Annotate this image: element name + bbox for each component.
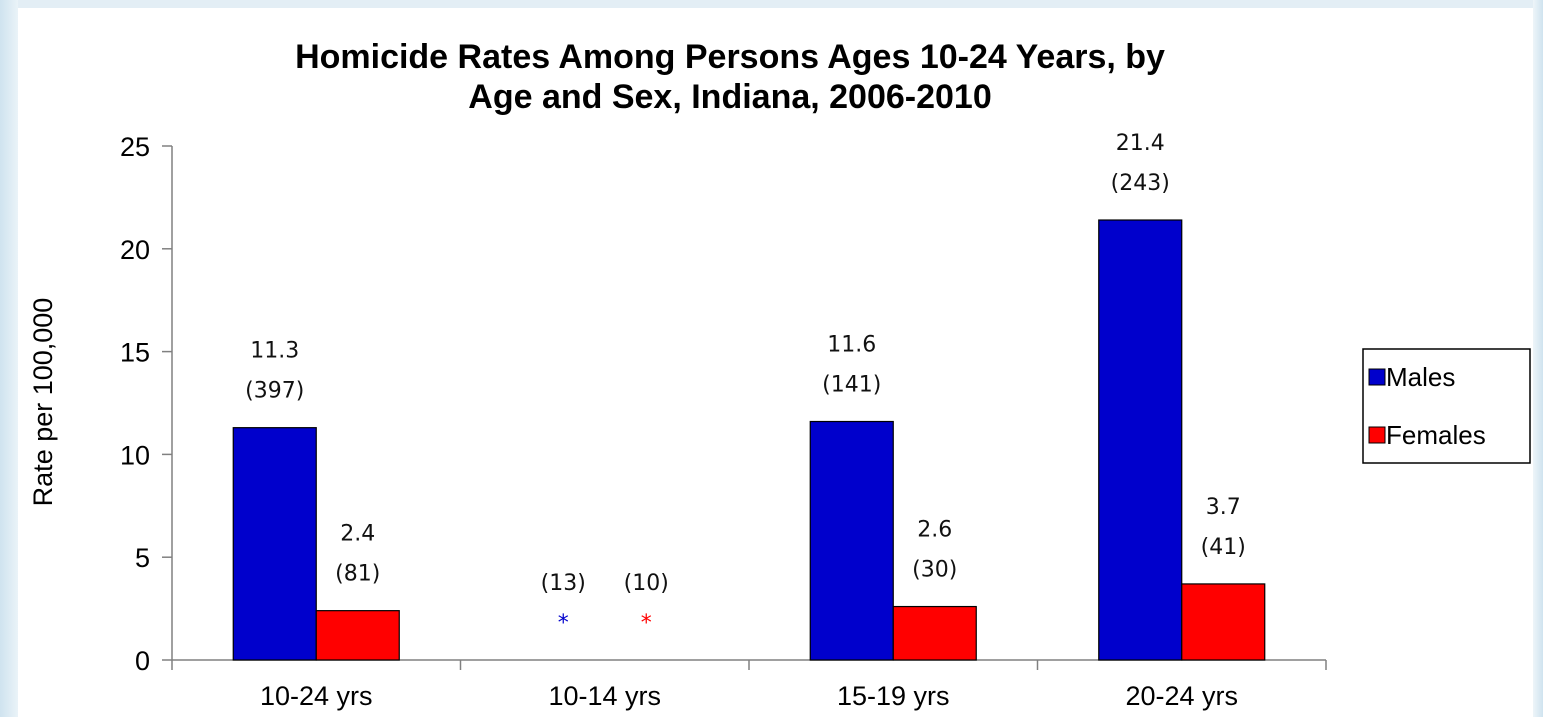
x-tick-label: 20-24 yrs [1125, 681, 1238, 711]
data-label-count: (81) [335, 562, 380, 587]
suppressed-marker: * [641, 611, 652, 636]
y-tick-label: 15 [120, 338, 150, 368]
page-edge-left [0, 0, 18, 717]
bar-males [809, 420, 894, 661]
legend-swatch-females [1368, 426, 1386, 444]
bar-females [892, 605, 977, 661]
bar-males [232, 427, 317, 661]
data-label-count: (141) [822, 373, 881, 398]
legend-box [1362, 348, 1531, 464]
legend-label-females: Females [1386, 420, 1486, 450]
y-tick-label: 20 [120, 235, 150, 265]
data-label-count: (243) [1111, 171, 1170, 196]
y-tick-label: 25 [120, 132, 150, 162]
chart-title-line-2: Age and Sex, Indiana, 2006-2010 [468, 78, 991, 116]
y-tick-label: 10 [120, 440, 150, 470]
page-edge-top [0, 0, 1543, 8]
y-tick-label: 0 [135, 646, 150, 676]
legend-label-males: Males [1386, 362, 1455, 392]
data-label-count: (41) [1201, 535, 1246, 560]
page-edge-right [1533, 0, 1543, 717]
y-tick-label: 5 [135, 543, 150, 573]
data-label-value: 2.4 [340, 522, 375, 547]
bar-females [1181, 583, 1266, 661]
data-label-value: 11.3 [250, 339, 299, 364]
chart-title-line-1: Homicide Rates Among Persons Ages 10-24 … [295, 38, 1165, 76]
data-label-count: (30) [912, 558, 957, 583]
legend-swatch-males [1368, 368, 1386, 386]
data-label-value: 3.7 [1206, 495, 1241, 520]
legend: Males Females [1362, 348, 1531, 464]
suppressed-marker: * [558, 611, 569, 636]
data-label-value: 11.6 [827, 333, 876, 358]
x-tick-label: 10-24 yrs [260, 681, 373, 711]
data-label-count: (13) [541, 571, 586, 596]
x-tick-label: 15-19 yrs [837, 681, 950, 711]
bar-males [1098, 219, 1183, 661]
x-tick-label: 10-14 yrs [548, 681, 661, 711]
data-label-count: (10) [624, 571, 669, 596]
plot-area: 0 5 10 15 20 25 10-24 yrs 10-14 yrs 15-19 yrs 20-… [120, 131, 1327, 711]
data-label-count: (397) [245, 379, 304, 404]
y-axis-title: Rate per 100,000 [28, 298, 58, 507]
data-label-value: 2.6 [917, 518, 952, 543]
data-label-value: 21.4 [1116, 131, 1165, 156]
bar-females [315, 610, 400, 661]
